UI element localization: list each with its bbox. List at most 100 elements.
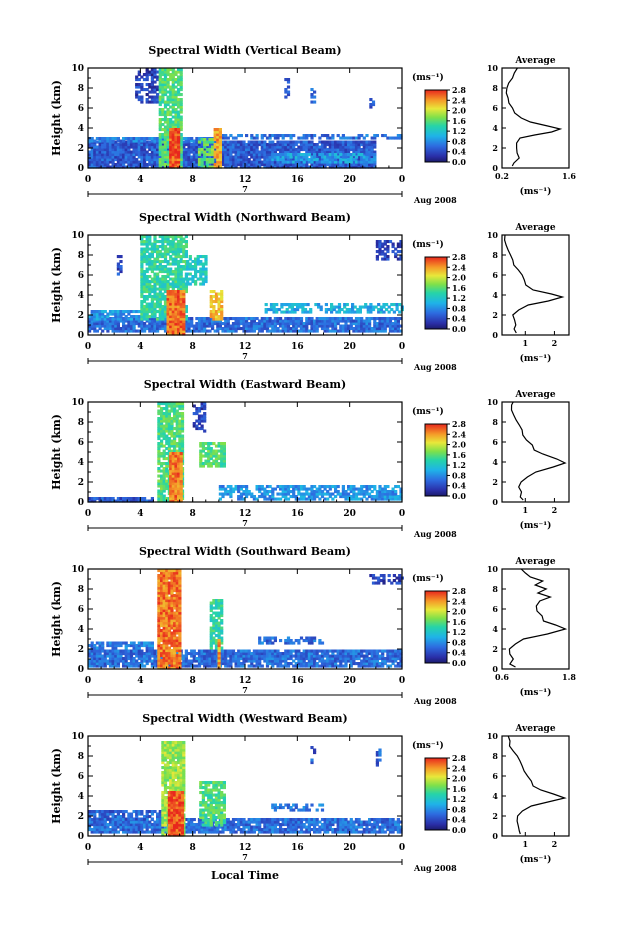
profile-y-tick-label: 0 [492,497,498,507]
y-tick-label: 0 [78,498,84,508]
heatmap-cell [119,255,122,258]
heatmap-cell [365,134,368,137]
heatmap-cell [189,255,192,258]
heatmap-cell [182,290,185,293]
heatmap-cells [88,68,403,169]
panel-title: Spectral Width (Eastward Beam) [144,378,346,391]
colorbar-tick-label: 1.6 [452,450,466,460]
colorbar-tick-label: 2.4 [452,95,466,105]
profile-y-tick-label: 4 [492,457,498,467]
profile-x-tick-label: 1 [523,505,529,515]
heatmap-cell [119,265,122,268]
profile-line [505,235,563,333]
profile-frame [502,68,569,168]
y-tick-label: 4 [78,291,84,301]
y-tick-label: 4 [78,458,84,468]
colorbar [425,257,447,329]
y-axis-label: Height (km) [50,80,63,156]
heatmap-cells [88,235,404,336]
heatmap-cell [245,134,248,137]
heatmap-cell [203,430,206,433]
heatmap-cell [386,245,389,248]
y-tick-label: 6 [78,104,84,114]
profile-y-tick-label: 2 [492,310,498,320]
heatmap-cell [181,412,184,415]
profile-y-tick-label: 8 [492,83,498,93]
y-tick-label: 8 [78,418,84,428]
x-tick-label: 0 [399,509,405,519]
profile-y-tick-label: 2 [492,477,498,487]
heatmap-cell [346,303,349,306]
heatmap-cell [185,250,188,253]
y-tick-label: 4 [78,124,84,134]
heatmap-cell [376,134,379,137]
profile-y-tick-label: 0 [492,330,498,340]
profile-y-tick-label: 10 [487,397,499,407]
y-tick-label: 0 [78,164,84,174]
heatmap-cell [313,153,316,156]
heatmap-cell [220,290,223,293]
heatmap-cell [373,485,376,488]
heatmap-cells [88,569,404,670]
profile-y-tick-label: 8 [492,417,498,427]
day-label: 7 [242,184,248,194]
x-tick-label: 0 [85,175,91,185]
x-tick-label: 16 [291,175,304,185]
profile-title: Average [514,390,555,400]
x-tick-label: 16 [291,509,304,519]
heatmap-cell [300,317,303,320]
date-label: Aug 2008 [413,362,457,372]
profile-title: Average [514,223,555,233]
heatmap-cell [223,442,226,445]
x-tick-label: 0 [399,342,405,352]
colorbar-tick-label: 2.0 [452,106,466,116]
heatmap-cell [313,101,316,104]
y-tick-label: 2 [78,311,84,321]
heatmap-cell [204,255,207,258]
colorbar-tick-label: 0.4 [452,481,466,491]
colorbar-tick-label: 2.8 [452,419,466,429]
colorbar [425,90,447,162]
colorbar-tick-label: 1.2 [452,460,466,470]
x-tick-label: 20 [343,342,356,352]
profile-x-tick-label: 2 [552,338,558,348]
profile-line [506,68,560,166]
panel-title: Spectral Width (Southward Beam) [139,545,351,558]
heatmap-cell [275,303,278,306]
heatmap-cell [342,485,345,488]
heatmap-cell [180,98,183,101]
panel-title: Spectral Width (Northward Beam) [139,211,351,224]
profile-y-tick-label: 10 [487,230,499,240]
day-label: 7 [242,351,248,361]
day-label: 7 [242,518,248,528]
y-tick-label: 2 [78,478,84,488]
x-tick-label: 20 [343,175,356,185]
heatmap-cell [220,305,223,308]
heatmap-cell [292,134,295,137]
profile-y-tick-label: 8 [492,250,498,260]
profile-x-tick-label: 1 [523,338,529,348]
colorbar-tick-label: 0.8 [452,303,466,313]
y-tick-label: 8 [78,84,84,94]
profile-line [512,402,566,500]
heatmap-cell [180,116,183,119]
colorbar-tick-label: 0.4 [452,314,466,324]
y-tick-label: 10 [71,231,84,241]
x-tick-label: 20 [343,509,356,519]
heatmap-cell [201,425,204,428]
heatmap-cell [392,243,395,246]
y-axis-label: Height (km) [50,414,63,490]
colorbar-tick-label: 2.4 [452,429,466,439]
heatmap-cell [140,96,143,99]
heatmap-cell [373,153,376,156]
panel-title: Spectral Width (Vertical Beam) [148,44,341,57]
colorbar-tick-label: 1.6 [452,283,466,293]
heatmap-cell [373,141,376,144]
heatmap-cell [181,435,184,438]
profile-x-tick-label: 1.6 [562,171,576,181]
date-label: Aug 2008 [413,529,457,539]
